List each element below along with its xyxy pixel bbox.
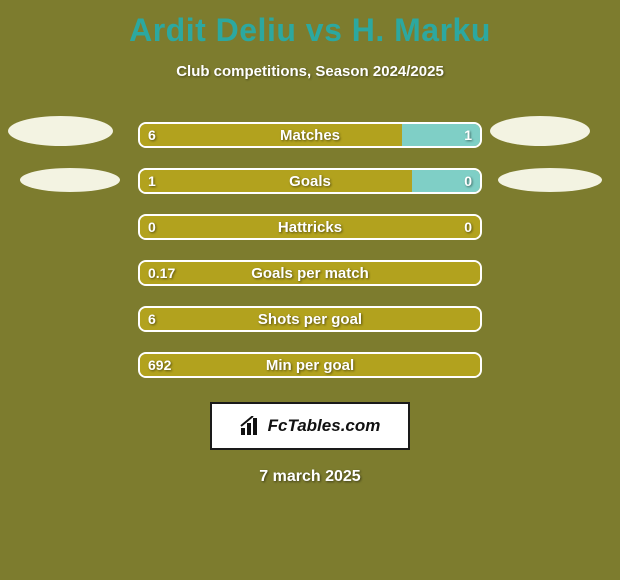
stat-label: Shots per goal [140,308,480,330]
stat-row: Matches6 1 [0,112,620,158]
stat-row: Min per goal692 [0,342,620,388]
stat-bar: Hattricks [138,214,482,240]
stat-bar: Goals per match [138,260,482,286]
stat-label: Goals per match [140,262,480,284]
stat-bar: Goals [138,168,482,194]
stat-row: Goals per match0.17 [0,250,620,296]
stat-value-left: 0 [148,214,156,240]
stat-value-left: 6 [148,122,156,148]
title-player2: H. Marku [352,12,491,48]
stat-row: Hattricks0 0 [0,204,620,250]
stat-row: Goals1 0 [0,158,620,204]
page-title: Ardit Deliu vs H. Marku [0,0,620,49]
title-vs: vs [306,12,343,48]
stat-value-left: 692 [148,352,171,378]
stat-value-right: 0 [464,168,472,194]
stat-value-left: 6 [148,306,156,332]
stat-label: Matches [140,124,480,146]
stat-value-left: 1 [148,168,156,194]
title-player1: Ardit Deliu [129,12,296,48]
stat-label: Min per goal [140,354,480,376]
stat-bar: Shots per goal [138,306,482,332]
stat-label: Goals [140,170,480,192]
comparison-chart: Matches61Goals10Hattricks00Goals per mat… [0,112,620,388]
subtitle: Club competitions, Season 2024/2025 [0,63,620,80]
stat-bar: Min per goal [138,352,482,378]
date-line: 7 march 2025 [0,468,620,486]
stat-label: Hattricks [140,216,480,238]
logo-text: FcTables.com [268,416,381,436]
stat-value-right: 0 [464,214,472,240]
stat-bar: Matches [138,122,482,148]
stat-value-right: 1 [464,122,472,148]
logo-box: FcTables.com [210,402,410,450]
bar-chart-icon [240,416,262,436]
stat-row: Shots per goal6 [0,296,620,342]
stat-value-left: 0.17 [148,260,175,286]
